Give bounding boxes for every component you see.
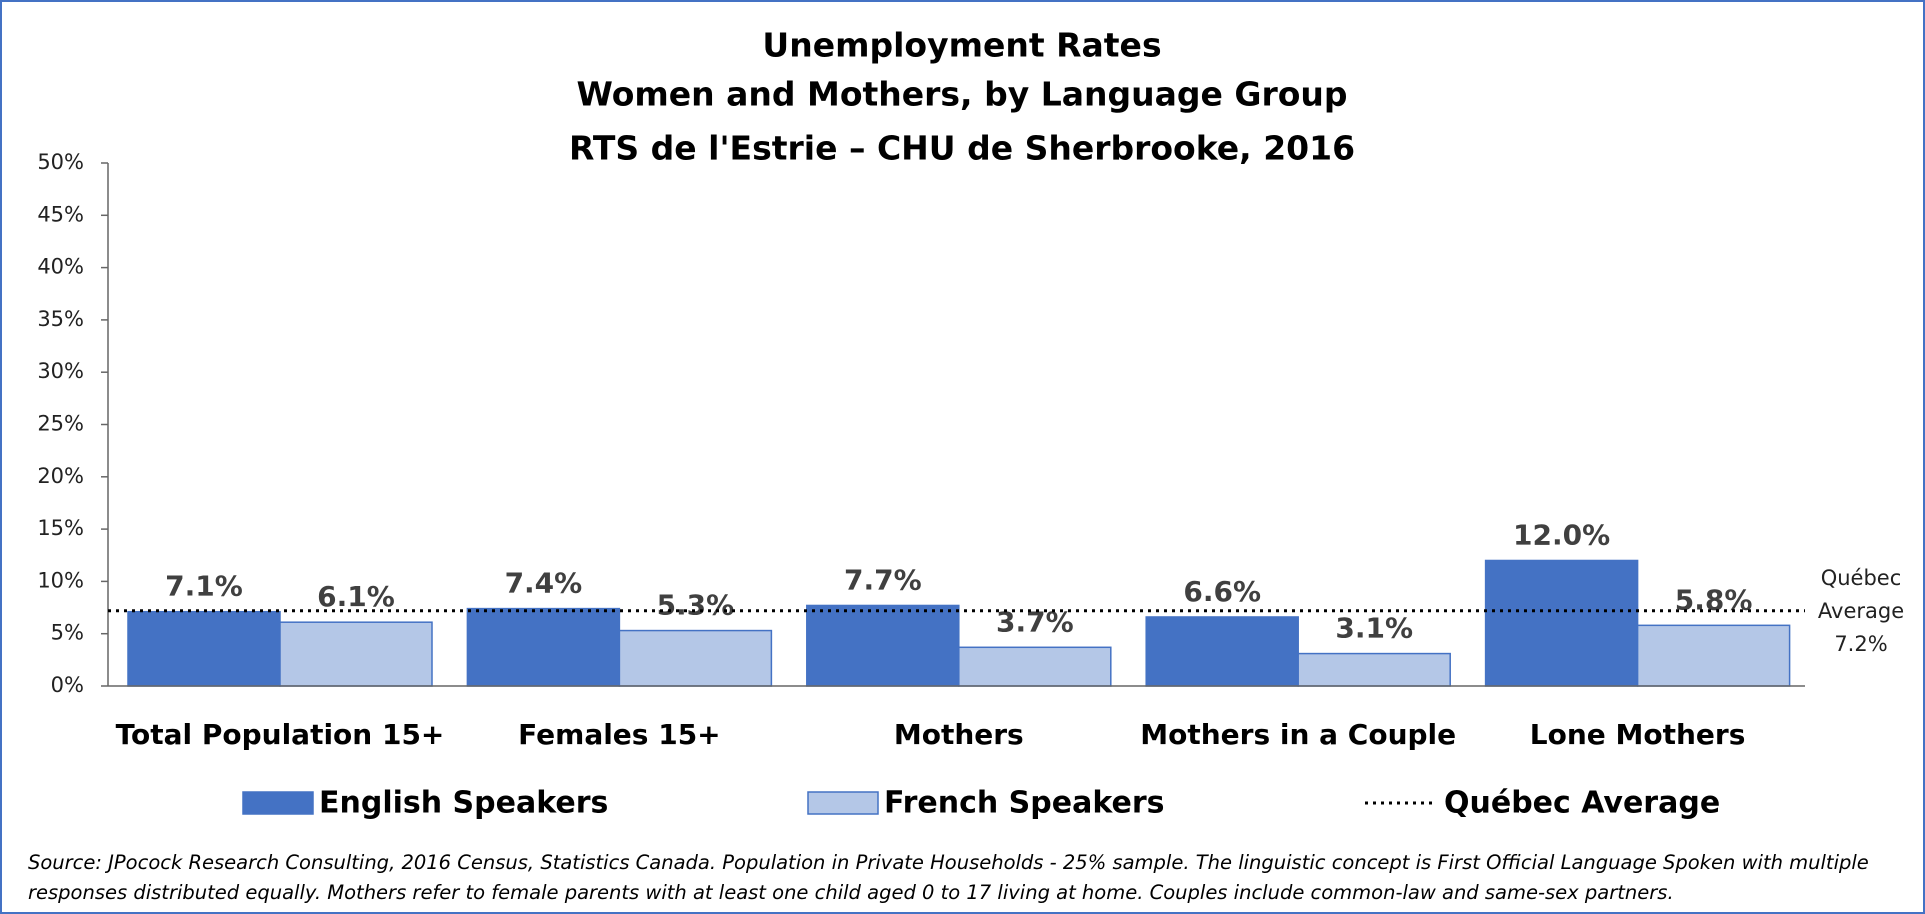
reference-name: Québec Average xyxy=(1817,566,1905,623)
bar xyxy=(958,646,1112,687)
data-label: 6.6% xyxy=(1183,575,1261,608)
y-tick-label: 10% xyxy=(37,568,84,592)
bar xyxy=(1636,624,1791,687)
data-label: 3.1% xyxy=(1335,612,1413,645)
data-label: 7.7% xyxy=(844,563,922,596)
data-label: 7.1% xyxy=(165,570,243,603)
x-tick-label: Mothers in a Couple xyxy=(1140,718,1456,751)
y-tick-label: 45% xyxy=(37,202,84,226)
chart-title: Unemployment Rates xyxy=(762,26,1161,65)
legend-label: French Speakers xyxy=(884,786,1164,821)
x-tick-label: Total Population 15+ xyxy=(116,718,445,751)
bar xyxy=(1484,559,1639,687)
y-tick-label: 0% xyxy=(51,673,84,697)
source-note: Source: JPocock Research Consulting, 201… xyxy=(28,851,1869,904)
x-tick-label: Mothers xyxy=(894,718,1024,751)
y-tick-label: 30% xyxy=(37,359,84,383)
bar xyxy=(127,610,281,687)
bar xyxy=(618,629,773,687)
legend-label: English Speakers xyxy=(319,786,608,821)
bar xyxy=(1145,616,1299,687)
y-tick-label: 50% xyxy=(37,150,84,174)
y-tick-label: 25% xyxy=(37,412,84,436)
bar xyxy=(466,607,621,687)
legend-label: Québec Average xyxy=(1444,786,1720,821)
y-tick-label: 35% xyxy=(37,307,84,331)
reference-value: 7.2% xyxy=(1834,632,1888,656)
bar xyxy=(279,621,433,687)
x-tick-label: Lone Mothers xyxy=(1530,718,1746,751)
reference-annotation: Québec Average 7.2% xyxy=(1800,562,1922,661)
y-tick-label: 5% xyxy=(51,621,84,645)
chart-subtitle: RTS de l'Estrie – CHU de Sherbrooke, 201… xyxy=(569,129,1355,168)
bar xyxy=(806,604,960,687)
legend-swatch xyxy=(242,791,314,815)
data-label: 7.4% xyxy=(505,567,583,600)
chart-subtitle: Women and Mothers, by Language Group xyxy=(576,75,1347,114)
data-label: 5.8% xyxy=(1675,583,1753,616)
data-label: 6.1% xyxy=(317,580,395,613)
legend-swatch xyxy=(807,791,879,815)
bar xyxy=(1297,652,1451,687)
y-tick-label: 40% xyxy=(37,255,84,279)
x-tick-label: Females 15+ xyxy=(518,718,720,751)
y-tick-label: 20% xyxy=(37,464,84,488)
data-label: 5.3% xyxy=(657,589,735,622)
data-label: 12.0% xyxy=(1513,518,1610,551)
y-tick-label: 15% xyxy=(37,516,84,540)
